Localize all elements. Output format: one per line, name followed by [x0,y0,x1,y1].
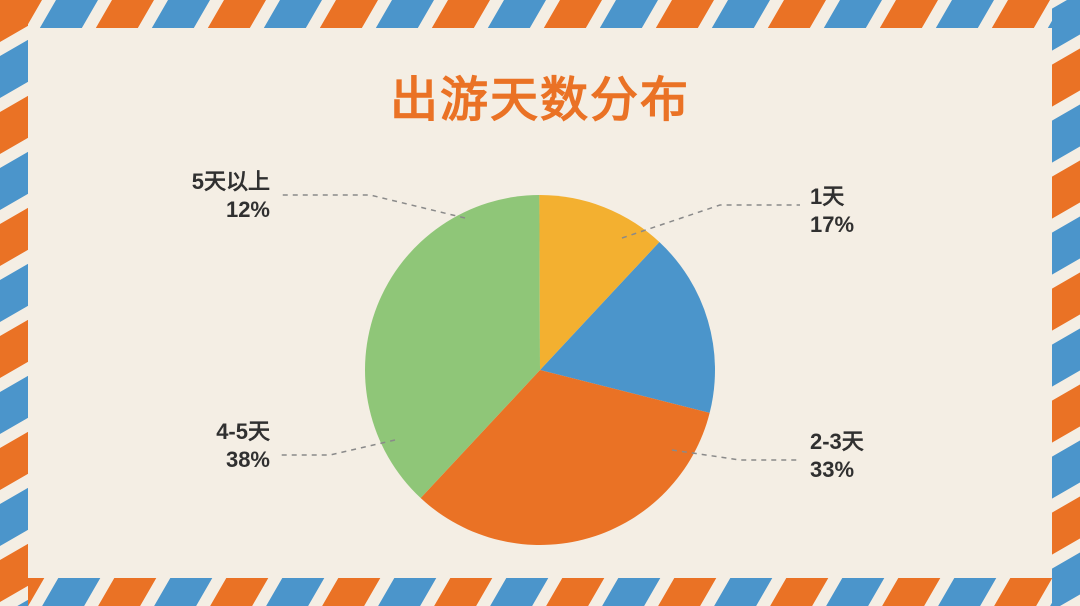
chart-title: 出游天数分布 [0,60,1080,130]
slice-label: 4-5天38% [216,418,270,473]
slice-label-text: 1天 [810,183,854,211]
slice-label-text: 4-5天 [216,418,270,446]
slice-label-percent: 12% [192,196,270,224]
slice-label-text: 5天以上 [192,168,270,196]
slice-label-percent: 33% [810,456,864,484]
chart-frame: 出游天数分布 1天17% 2-3天33% 4-5天38% 5天以上12% [0,0,1080,606]
slice-label: 2-3天33% [810,428,864,483]
slice-label: 5天以上12% [192,168,270,223]
slice-label-percent: 38% [216,446,270,474]
slice-label: 1天17% [810,183,854,238]
slice-label-percent: 17% [810,211,854,239]
slice-label-text: 2-3天 [810,428,864,456]
